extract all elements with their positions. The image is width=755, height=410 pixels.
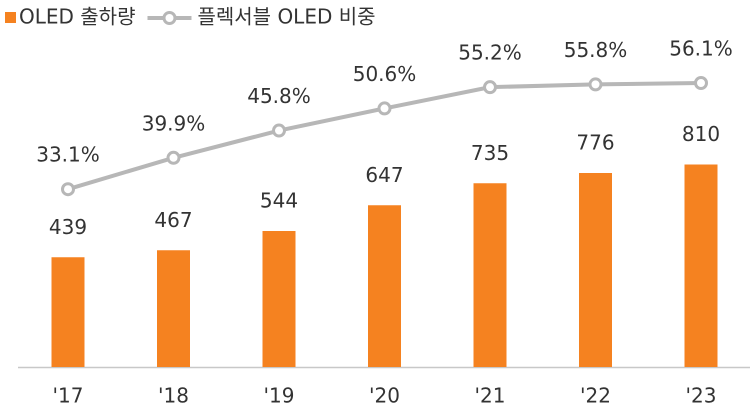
data-label: 776	[576, 131, 614, 155]
data-label: 33.1%	[36, 143, 100, 167]
data-label: 439	[49, 215, 87, 239]
data-label: 50.6%	[353, 62, 417, 86]
x-tick-label: '17	[53, 384, 84, 408]
data-label: 56.1%	[669, 37, 733, 61]
data-label: 647	[365, 163, 403, 187]
bar	[368, 205, 401, 367]
line-marker	[61, 182, 75, 197]
data-label: 467	[154, 208, 192, 232]
bar	[157, 250, 190, 367]
line-marker	[694, 76, 708, 91]
bar	[684, 164, 718, 367]
bar	[579, 173, 612, 367]
legend-swatch	[5, 12, 16, 23]
line-marker	[588, 77, 603, 92]
line-marker	[377, 101, 392, 116]
legend-swatch	[162, 11, 177, 25]
data-label: 39.9%	[142, 111, 206, 135]
x-tick-label: '19	[264, 384, 295, 408]
data-label: 544	[260, 189, 298, 213]
x-tick-label: '21	[475, 384, 506, 408]
legend-label: 플렉서블 OLED 비중	[197, 5, 375, 29]
line-marker	[166, 150, 181, 165]
data-label: 45.8%	[247, 84, 311, 108]
x-tick-label: '23	[686, 384, 717, 408]
x-tick-label: '18	[158, 384, 189, 408]
bar	[473, 183, 507, 367]
bar	[262, 231, 296, 367]
x-tick-label: '22	[580, 384, 611, 408]
data-label: 735	[471, 141, 509, 165]
bar	[51, 257, 85, 367]
line-marker	[272, 123, 286, 138]
data-label: 55.2%	[458, 41, 522, 65]
legend-label: OLED 출하량	[19, 5, 135, 29]
data-label: 55.8%	[564, 38, 628, 62]
data-label: 810	[682, 122, 720, 146]
x-tick-label: '20	[369, 384, 400, 408]
line-marker	[483, 80, 497, 95]
